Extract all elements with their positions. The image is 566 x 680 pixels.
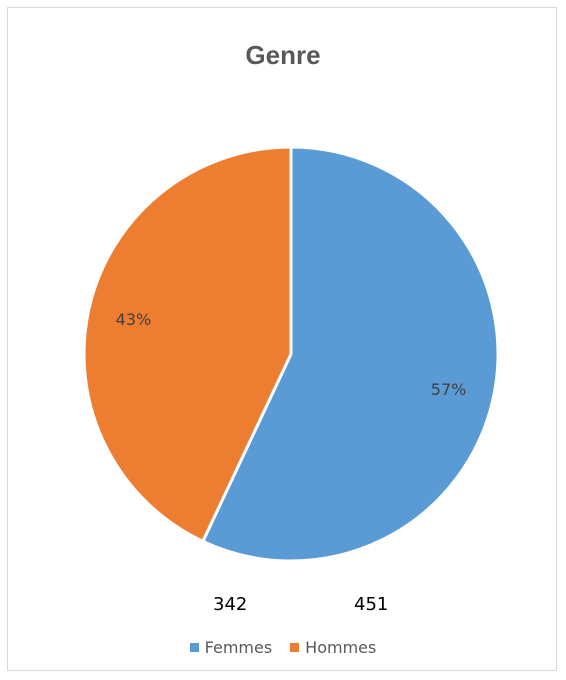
count-label-1: 342 [213, 594, 248, 615]
slice-label-hommes: 43% [116, 310, 152, 329]
chart-title: Genre [245, 40, 321, 70]
legend: Femmes Hommes [0, 638, 566, 657]
pie-slice-femmes [200, 145, 500, 563]
pie-labels: 57% 43% [116, 310, 467, 399]
legend-label-hommes: Hommes [305, 638, 377, 657]
legend-swatch-femmes [189, 643, 199, 652]
count-label-2: 451 [354, 594, 389, 615]
pie-slice-hommes [82, 145, 293, 544]
slice-label-femmes: 57% [431, 380, 467, 399]
legend-swatch-hommes [290, 643, 300, 652]
pie-slices [82, 145, 500, 563]
legend-entry-hommes: Hommes [290, 638, 376, 657]
legend-entry-femmes: Femmes [189, 638, 273, 657]
legend-label-femmes: Femmes [204, 638, 273, 657]
